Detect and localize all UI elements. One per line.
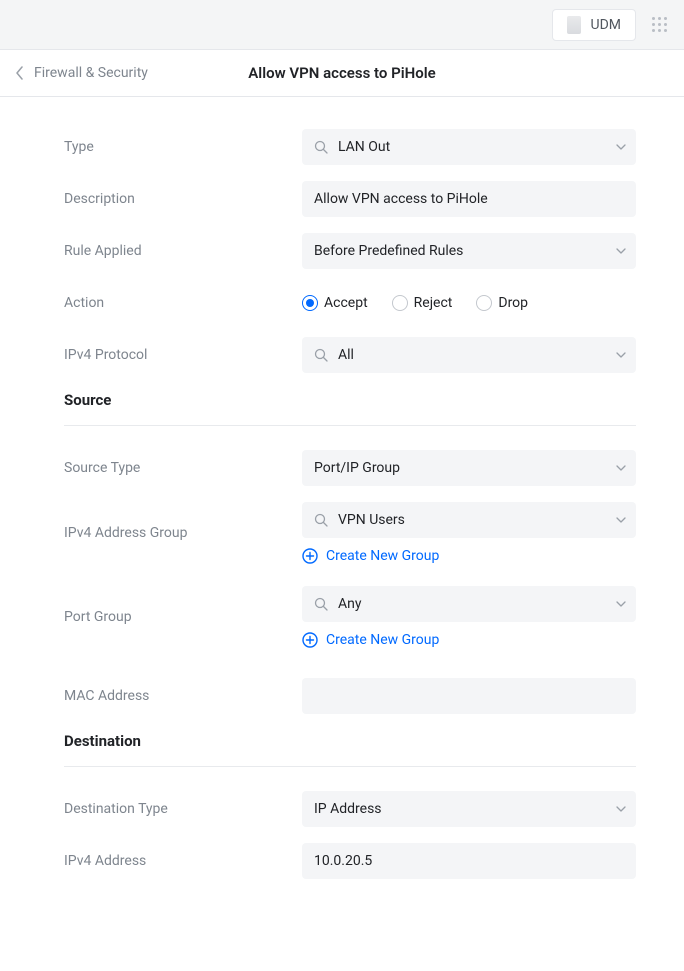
plus-circle-icon xyxy=(302,632,318,648)
chevron-down-icon xyxy=(616,144,626,150)
ipv4-protocol-label: IPv4 Protocol xyxy=(64,347,302,363)
row-ipv4-address: IPv4 Address 10.0.20.5 xyxy=(64,843,636,879)
device-selector[interactable]: UDM xyxy=(552,9,637,41)
row-description: Description Allow VPN access to PiHole xyxy=(64,181,636,217)
radio-icon xyxy=(476,295,492,311)
description-value: Allow VPN access to PiHole xyxy=(314,191,488,207)
action-label: Action xyxy=(64,295,302,311)
row-source-type: Source Type Port/IP Group xyxy=(64,450,636,486)
create-port-group-link[interactable]: Create New Group xyxy=(302,632,636,648)
chevron-down-icon xyxy=(616,352,626,358)
source-type-select[interactable]: Port/IP Group xyxy=(302,450,636,486)
device-icon xyxy=(567,16,581,34)
type-label: Type xyxy=(64,139,302,155)
radio-accept-label: Accept xyxy=(324,295,368,311)
ipv4-address-value: 10.0.20.5 xyxy=(314,853,372,869)
chevron-down-icon xyxy=(616,465,626,471)
ipv4-address-label: IPv4 Address xyxy=(64,853,302,869)
action-radios: Accept Reject Drop xyxy=(302,295,636,311)
chevron-down-icon xyxy=(616,601,626,607)
create-address-group-link[interactable]: Create New Group xyxy=(302,548,636,564)
row-action: Action Accept Reject Drop xyxy=(64,285,636,321)
source-type-value: Port/IP Group xyxy=(314,460,400,476)
section-source: Source Source Type Port/IP Group IPv4 Ad… xyxy=(64,391,636,714)
ipv4-address-group-label: IPv4 Address Group xyxy=(64,525,302,541)
destination-title: Destination xyxy=(64,732,636,767)
description-label: Description xyxy=(64,191,302,207)
search-icon xyxy=(314,140,328,154)
radio-drop-label: Drop xyxy=(498,295,528,311)
radio-icon xyxy=(392,295,408,311)
section-destination: Destination Destination Type IP Address … xyxy=(64,732,636,879)
port-group-label: Port Group xyxy=(64,609,302,625)
create-port-group-label: Create New Group xyxy=(326,632,439,648)
ipv4-address-group-select[interactable]: VPN Users xyxy=(302,502,636,538)
destination-type-value: IP Address xyxy=(314,801,382,817)
source-type-label: Source Type xyxy=(64,460,302,476)
ipv4-protocol-value: All xyxy=(338,347,354,363)
chevron-down-icon xyxy=(616,517,626,523)
destination-type-label: Destination Type xyxy=(64,801,302,817)
port-group-value: Any xyxy=(338,596,362,612)
row-type: Type LAN Out xyxy=(64,129,636,165)
row-destination-type: Destination Type IP Address xyxy=(64,791,636,827)
chevron-left-icon xyxy=(16,66,24,80)
row-rule-applied: Rule Applied Before Predefined Rules xyxy=(64,233,636,269)
form: Type LAN Out Description Allow VPN acces… xyxy=(0,97,684,911)
source-title: Source xyxy=(64,391,636,426)
chevron-down-icon xyxy=(616,806,626,812)
row-ipv4-protocol: IPv4 Protocol All xyxy=(64,337,636,373)
row-mac-address: MAC Address xyxy=(64,678,636,714)
description-input[interactable]: Allow VPN access to PiHole xyxy=(302,181,636,217)
ipv4-protocol-select[interactable]: All xyxy=(302,337,636,373)
search-icon xyxy=(314,513,328,527)
apps-grid-icon[interactable] xyxy=(652,17,668,33)
search-icon xyxy=(314,348,328,362)
search-icon xyxy=(314,597,328,611)
type-select[interactable]: LAN Out xyxy=(302,129,636,165)
ipv4-address-input[interactable]: 10.0.20.5 xyxy=(302,843,636,879)
rule-applied-select[interactable]: Before Predefined Rules xyxy=(302,233,636,269)
radio-icon xyxy=(302,295,318,311)
top-bar: UDM xyxy=(0,0,684,50)
radio-drop[interactable]: Drop xyxy=(476,295,528,311)
mac-address-label: MAC Address xyxy=(64,688,302,704)
type-value: LAN Out xyxy=(338,139,390,155)
rule-applied-value: Before Predefined Rules xyxy=(314,243,463,259)
device-label: UDM xyxy=(591,17,622,33)
back-button[interactable]: Firewall & Security xyxy=(16,65,148,81)
radio-reject-label: Reject xyxy=(414,295,453,311)
breadcrumb-label: Firewall & Security xyxy=(34,65,148,81)
row-port-group: Port Group Any Create New Group xyxy=(64,586,636,648)
page-header: Firewall & Security Allow VPN access to … xyxy=(0,50,684,97)
create-address-group-label: Create New Group xyxy=(326,548,439,564)
radio-accept[interactable]: Accept xyxy=(302,295,368,311)
port-group-select[interactable]: Any xyxy=(302,586,636,622)
plus-circle-icon xyxy=(302,548,318,564)
ipv4-address-group-value: VPN Users xyxy=(338,512,405,528)
rule-applied-label: Rule Applied xyxy=(64,243,302,259)
radio-reject[interactable]: Reject xyxy=(392,295,453,311)
row-ipv4-address-group: IPv4 Address Group VPN Users Create New … xyxy=(64,502,636,564)
mac-address-input[interactable] xyxy=(302,678,636,714)
chevron-down-icon xyxy=(616,248,626,254)
destination-type-select[interactable]: IP Address xyxy=(302,791,636,827)
